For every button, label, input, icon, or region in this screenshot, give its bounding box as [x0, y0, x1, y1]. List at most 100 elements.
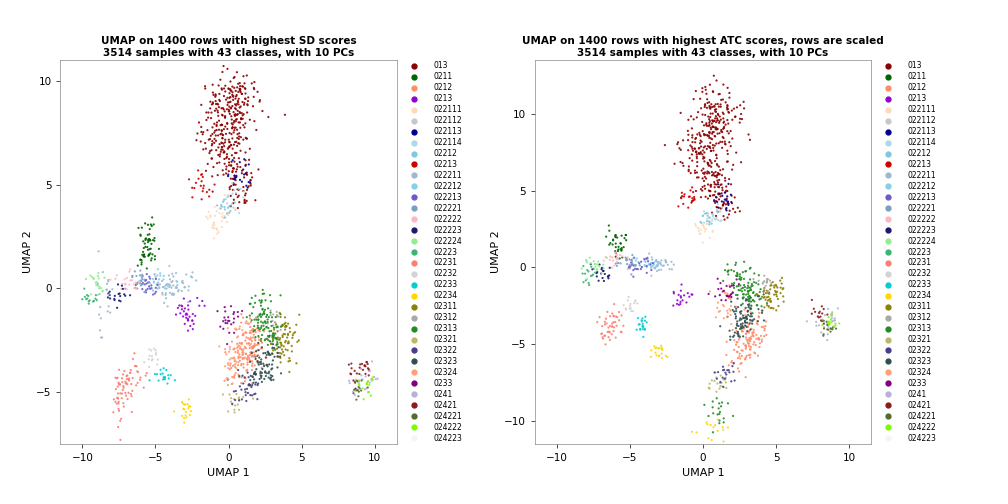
Point	[751, 343, 767, 351]
Point	[760, 287, 776, 295]
Point	[269, 345, 285, 353]
Point	[228, 117, 244, 125]
Point	[246, 390, 262, 398]
Point	[722, 207, 738, 215]
Point	[672, 292, 688, 300]
Point	[247, 369, 263, 377]
Point	[705, 87, 721, 95]
Point	[740, 296, 756, 304]
Point	[241, 381, 257, 389]
Point	[193, 138, 209, 146]
Point	[614, 246, 630, 254]
Point	[109, 374, 125, 383]
Point	[141, 352, 157, 360]
Point	[185, 320, 202, 328]
Point	[174, 278, 191, 286]
Point	[737, 267, 753, 275]
Point	[237, 192, 253, 200]
Point	[720, 214, 736, 222]
Point	[184, 184, 201, 192]
Point	[726, 336, 742, 344]
Point	[710, 209, 726, 217]
Point	[220, 65, 236, 73]
Point	[682, 186, 699, 195]
Point	[828, 322, 844, 330]
Point	[134, 251, 150, 259]
Point	[238, 169, 254, 177]
Point	[597, 332, 613, 340]
Point	[158, 294, 174, 302]
Point	[723, 180, 739, 188]
Point	[141, 251, 157, 259]
Point	[249, 325, 265, 333]
Point	[240, 97, 256, 105]
Point	[715, 426, 731, 434]
Point	[613, 246, 629, 255]
Point	[168, 269, 184, 277]
Point	[211, 103, 227, 111]
Point	[128, 281, 144, 289]
Point	[265, 356, 281, 364]
Point	[604, 330, 620, 338]
Point	[214, 143, 230, 151]
Point	[241, 182, 257, 191]
Point	[269, 338, 285, 346]
Point	[622, 305, 638, 313]
Point	[708, 193, 724, 201]
Point	[733, 320, 749, 328]
Point	[190, 294, 206, 302]
Text: 02232: 02232	[908, 269, 931, 278]
Point	[258, 323, 274, 331]
Point	[347, 379, 363, 387]
Point	[244, 366, 260, 374]
Point	[661, 265, 677, 273]
Point	[223, 175, 239, 183]
Point	[242, 314, 258, 323]
Point	[268, 334, 284, 342]
Point	[235, 371, 251, 380]
Point	[232, 86, 248, 94]
Point	[721, 175, 737, 183]
Point	[224, 151, 240, 159]
Point	[583, 272, 599, 280]
Point	[253, 372, 269, 380]
Point	[690, 108, 707, 116]
Point	[250, 316, 266, 324]
Point	[214, 104, 230, 112]
Point	[702, 187, 718, 195]
Point	[172, 309, 188, 318]
Point	[343, 369, 359, 377]
Point	[227, 355, 243, 363]
Point	[202, 104, 218, 112]
Text: 02324: 02324	[908, 368, 932, 377]
Point	[810, 313, 827, 322]
Point	[88, 291, 104, 299]
Point	[356, 395, 372, 403]
Point	[753, 332, 769, 340]
Point	[221, 317, 237, 325]
Point	[176, 405, 193, 413]
Point	[272, 313, 288, 321]
Point	[711, 90, 727, 98]
Point	[223, 320, 239, 328]
Point	[229, 134, 245, 142]
Point	[733, 301, 749, 309]
Point	[208, 105, 224, 113]
Point	[821, 313, 837, 321]
Point	[205, 187, 221, 196]
Point	[242, 358, 258, 366]
Point	[221, 107, 237, 115]
Point	[219, 218, 235, 226]
Point	[165, 273, 181, 281]
Point	[244, 309, 260, 318]
Text: 0233: 0233	[908, 379, 927, 388]
Point	[235, 313, 251, 322]
Point	[113, 297, 129, 305]
Point	[169, 304, 185, 312]
Point	[180, 395, 197, 403]
Point	[734, 352, 750, 360]
Point	[635, 320, 651, 328]
Point	[110, 374, 126, 382]
Point	[149, 271, 165, 279]
Point	[221, 103, 237, 111]
